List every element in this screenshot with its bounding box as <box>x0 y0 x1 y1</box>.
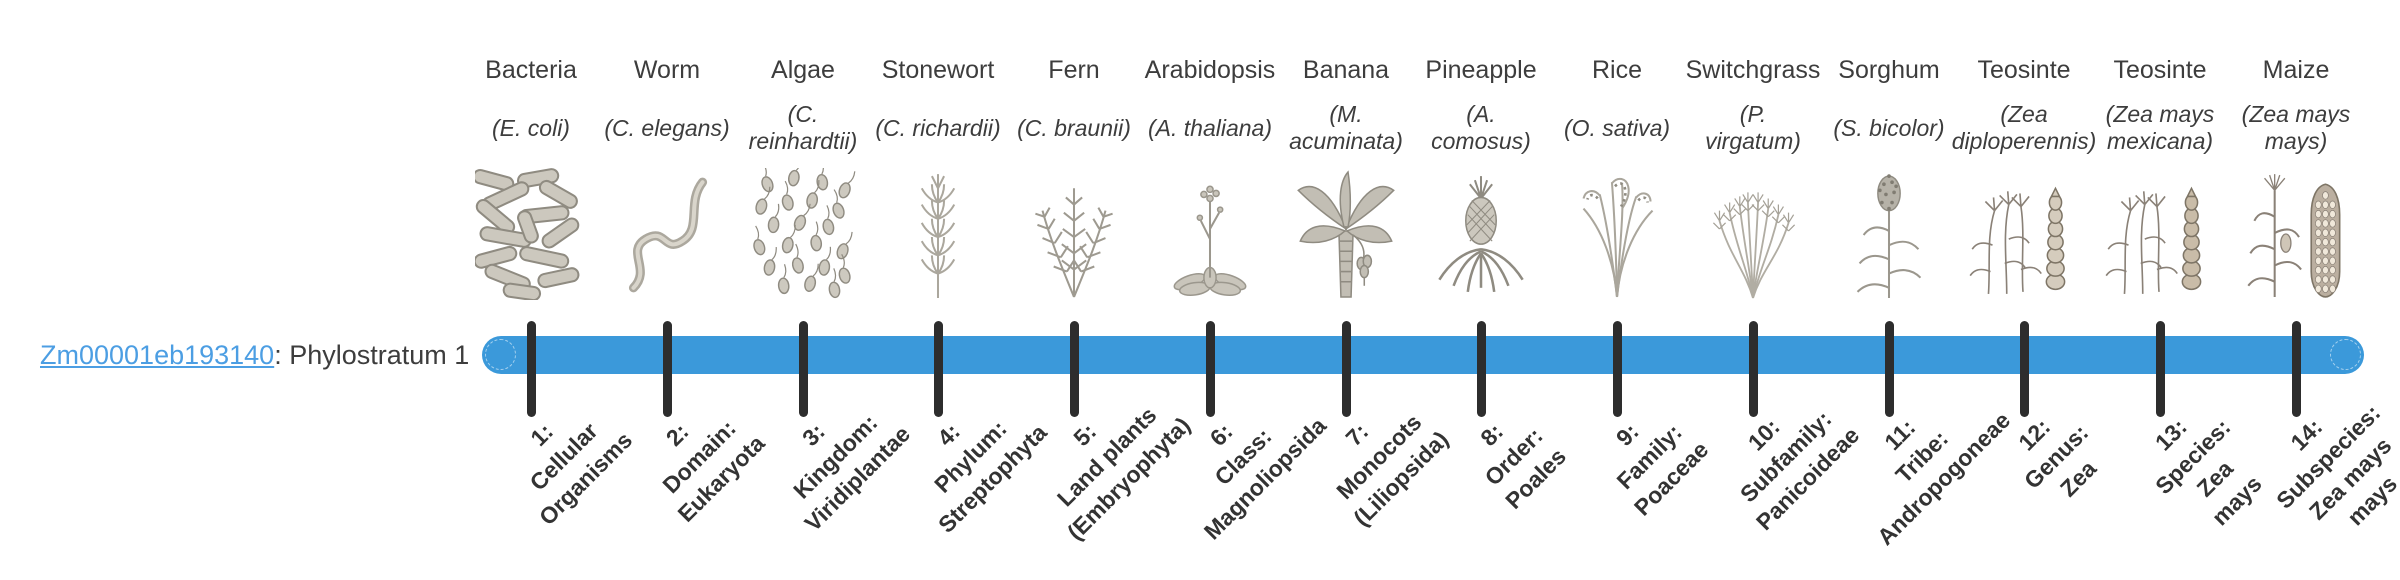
organism-column: Arabidopsis (A. thaliana) 6: Class: Magnol… <box>1130 0 1331 580</box>
timeline-tick <box>1069 321 1079 417</box>
organism-scientific-name: (A. comosus) <box>1401 94 1561 162</box>
scientific-name-line: diploperennis) <box>1951 128 2097 154</box>
maize-icon <box>2236 164 2356 300</box>
timeline-tick <box>2291 321 2301 417</box>
organism-column: Pineapple (A. comosus) 8: Order: Poales <box>1401 0 1570 580</box>
organism-scientific-name: (C. richardii) <box>858 94 1018 162</box>
organism-common-name: Fern <box>1048 56 1100 84</box>
timeline-tick <box>1341 321 1351 417</box>
organism-common-name: Switchgrass <box>1685 56 1821 84</box>
timeline-tick <box>798 321 808 417</box>
organism-common-name: Worm <box>633 56 701 84</box>
organism-scientific-name: (A. thaliana) <box>1130 94 1290 162</box>
organism-column: Worm (C. elegans) 2: Domain: Eukaryota <box>587 0 770 580</box>
organism-scientific-name: (C. elegans) <box>587 94 747 162</box>
worm-icon <box>607 164 727 300</box>
teosinte-mexicana-icon <box>2100 164 2220 300</box>
timeline-tick <box>1884 321 1894 417</box>
organism-column: Teosinte (Zea diploperennis) 12: Genus: Zea <box>1944 0 2104 580</box>
bacteria-icon <box>471 164 591 300</box>
organism-scientific-name: (S. bicolor) <box>1809 94 1969 162</box>
scientific-name-line: virgatum) <box>1705 128 1801 154</box>
scientific-name-line: (P. <box>1739 101 1767 127</box>
organism-column: Maize (Zea mays mays) 14: Subspecies: Zea m… <box>2216 0 2400 580</box>
timeline-tick <box>933 321 943 417</box>
organism-scientific-name: (Zea mays mexicana) <box>2080 94 2240 162</box>
arabidopsis-icon <box>1150 164 1270 300</box>
bar-left-cap-arc <box>485 339 516 370</box>
timeline-tick <box>2019 321 2029 417</box>
organism-common-name: Algae <box>771 56 835 84</box>
organism-column: Teosinte (Zea mays mexicana) 13: Species: Z… <box>2080 0 2266 580</box>
timeline-bar <box>482 336 2364 374</box>
organism-scientific-name: (Zea diploperennis) <box>1944 94 2104 162</box>
bar-right-cap-arc <box>2330 339 2361 370</box>
organism-common-name: Stonewort <box>881 56 995 84</box>
banana-icon <box>1286 164 1406 300</box>
timeline-tick <box>1748 321 1758 417</box>
fern-icon <box>1014 164 1134 300</box>
gene-phylostratum-text: : Phylostratum 1 <box>274 340 470 370</box>
organism-scientific-name: (C. reinhardtii) <box>723 94 883 162</box>
scientific-name-line: (C. braunii) <box>1017 114 1131 141</box>
timeline-tick <box>1476 321 1486 417</box>
timeline-tick <box>662 321 672 417</box>
organism-common-name: Banana <box>1302 56 1390 84</box>
scientific-name-line: (C. richardii) <box>875 114 1001 141</box>
organism-common-name: Maize <box>2262 56 2330 84</box>
stonewort-icon <box>878 164 998 300</box>
scientific-name-line: mays) <box>2264 128 2328 154</box>
scientific-name-line: (S. bicolor) <box>1833 114 1945 141</box>
organism-column: Switchgrass (P. virgatum) 10: Subfamily: Pa… <box>1673 0 1864 580</box>
scientific-name-line: (A. thaliana) <box>1147 114 1272 141</box>
organism-column: Stonewort (C. richardii) 4: Phylum: Strept… <box>858 0 1051 580</box>
organism-scientific-name: (M. acuminata) <box>1266 94 1426 162</box>
scientific-name-line: (A. <box>1466 101 1496 127</box>
scientific-name-line: acuminata) <box>1289 128 1403 154</box>
scientific-name-line: (C. elegans) <box>604 114 730 141</box>
organism-common-name: Arabidopsis <box>1144 56 1276 84</box>
algae-icon <box>743 164 863 300</box>
timeline-tick <box>2155 321 2165 417</box>
organism-scientific-name: (O. sativa) <box>1537 94 1697 162</box>
timeline-tick <box>526 321 536 417</box>
teosinte-diploperennis-icon <box>1964 164 2084 300</box>
scientific-name-line: mexicana) <box>2106 128 2214 154</box>
gene-label: Zm00001eb193140: Phylostratum 1 <box>40 340 469 371</box>
rice-icon <box>1557 164 1677 300</box>
organism-column: Sorghum (S. bicolor) 11: Tribe: Andropogon… <box>1809 0 2015 580</box>
scientific-name-line: comosus) <box>1431 128 1531 154</box>
scientific-name-line: (Zea mays <box>2241 101 2351 127</box>
phylostratum-label: 14: Subspecies: Zea mays mays <box>2248 376 2400 559</box>
organism-scientific-name: (P. virgatum) <box>1673 94 1833 162</box>
organism-column: Bacteria (E. coli) 1: Cellular Organisms <box>451 0 637 580</box>
organism-scientific-name: (Zea mays mays) <box>2216 94 2376 162</box>
switchgrass-icon <box>1693 164 1813 300</box>
gene-id-link[interactable]: Zm00001eb193140 <box>40 340 275 370</box>
scientific-name-line: reinhardtii) <box>748 128 858 154</box>
organism-common-name: Teosinte <box>2113 56 2207 84</box>
organism-common-name: Sorghum <box>1838 56 1940 84</box>
organism-column: Algae (C. reinhardtii) 3: Kingdom: Viridipl… <box>723 0 916 580</box>
timeline-tick <box>1612 321 1622 417</box>
scientific-name-line: (Zea <box>2000 101 2048 127</box>
organism-column: Fern (C. braunii) 5: Land plants (Embryoph… <box>994 0 1195 580</box>
organism-common-name: Teosinte <box>1977 56 2071 84</box>
organism-scientific-name: (E. coli) <box>451 94 611 162</box>
scientific-name-line: (E. coli) <box>492 114 570 141</box>
scientific-name-line: (O. sativa) <box>1563 114 1671 141</box>
organism-scientific-name: (C. braunii) <box>994 94 1154 162</box>
scientific-name-line: (Zea mays <box>2105 101 2215 127</box>
scientific-name-line: (C. <box>787 101 819 127</box>
organism-column: Banana (M. acuminata) 7: Monocots (Liliopsi… <box>1266 0 1453 580</box>
sorghum-icon <box>1829 164 1949 300</box>
organism-column: Rice (O. sativa) 9: Family: Poaceae <box>1537 0 1714 580</box>
organism-common-name: Rice <box>1591 56 1642 84</box>
scientific-name-line: (M. <box>1329 101 1363 127</box>
timeline-tick <box>1205 321 1215 417</box>
organism-common-name: Bacteria <box>485 56 577 84</box>
organism-common-name: Pineapple <box>1425 56 1537 84</box>
pineapple-icon <box>1421 164 1541 300</box>
